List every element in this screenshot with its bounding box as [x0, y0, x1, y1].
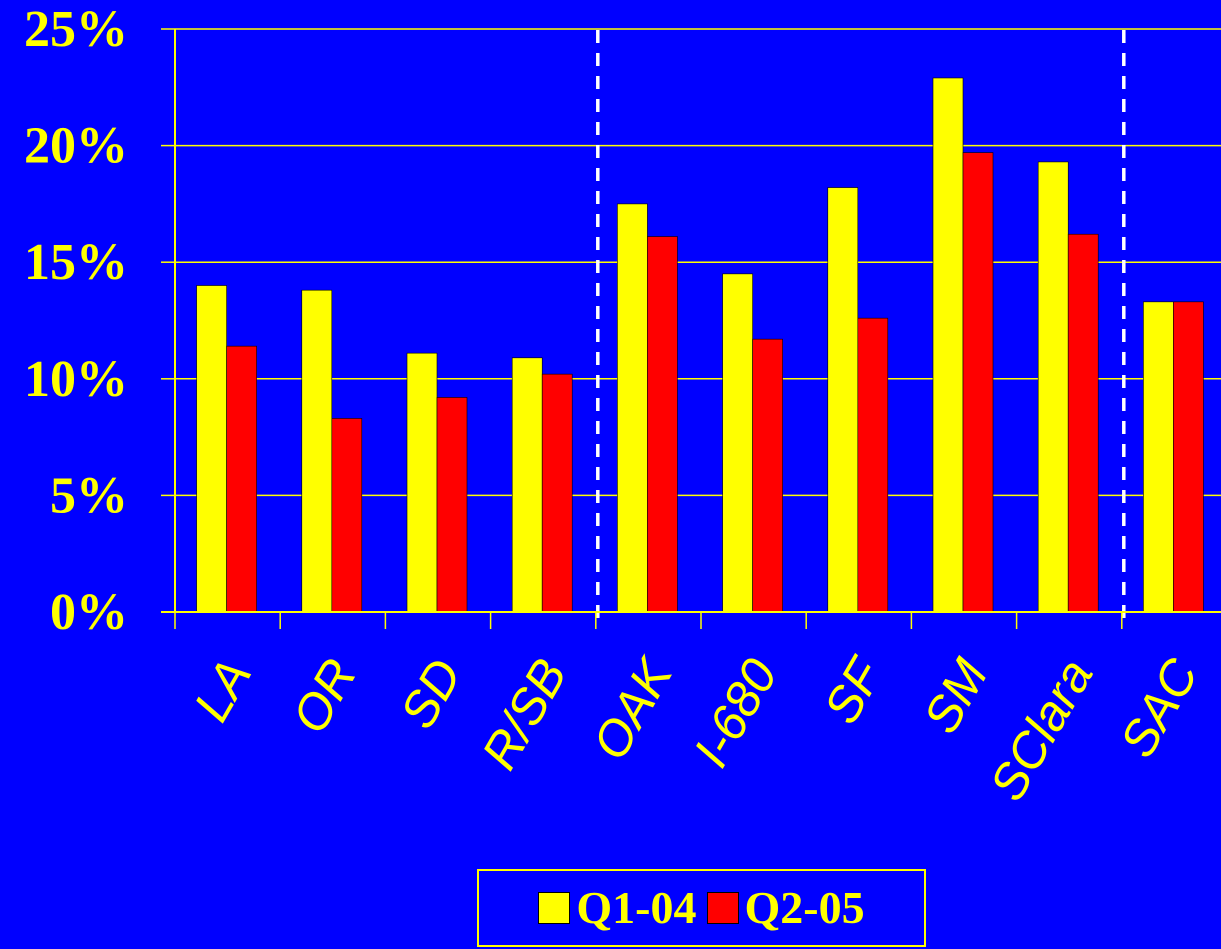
x-tick-label: OAK	[582, 647, 685, 769]
y-tick-label: 20%	[24, 118, 128, 175]
bar-q2-05-oak	[647, 236, 678, 613]
bar-q2-05-i680	[752, 338, 783, 613]
x-tick-label: R/SB	[471, 650, 578, 779]
bar-q1-04-rsb	[511, 357, 543, 613]
y-tick-labels: 0% 5% 10% 15% 20% 25%	[24, 1, 128, 641]
bar-q2-05-rsb	[541, 373, 573, 613]
bar-q2-05-sclara	[1067, 233, 1099, 613]
x-tick-label: SD	[389, 650, 472, 738]
axes	[161, 28, 1221, 629]
bar-q1-04-sac	[1143, 301, 1174, 613]
y-tick-label: 10%	[24, 351, 128, 408]
legend-item-q2-05: Q2-05	[706, 882, 865, 933]
x-tick-label: OR	[281, 650, 367, 743]
legend-label-q1-04: Q1-04	[576, 882, 697, 933]
x-tick-label: SM	[913, 649, 999, 742]
legend: Q1-04 Q2-05	[477, 869, 926, 947]
bar-q2-05-or	[331, 418, 363, 613]
bar-q2-05-sac	[1173, 301, 1204, 613]
y-tick-label: 15%	[24, 234, 128, 291]
y-tick-label: 5%	[50, 467, 128, 524]
bar-q2-05-sm	[962, 152, 994, 613]
y-tick-label: 0%	[50, 584, 128, 641]
bar-q1-04-sm	[932, 77, 964, 613]
x-tick-label: SAC	[1109, 649, 1209, 767]
bar-q2-05-sf	[857, 317, 889, 613]
bar-q1-04-oak	[617, 203, 648, 613]
bar-q1-04-i680	[722, 273, 753, 613]
legend-swatch-q2-05	[706, 892, 739, 924]
bar-series	[196, 77, 1204, 613]
legend-item-q1-04: Q1-04	[538, 882, 697, 933]
x-tick-label: SClara	[979, 650, 1104, 810]
y-tick-label: 25%	[24, 1, 128, 58]
bar-q1-04-sd	[406, 352, 438, 613]
region-dividers	[596, 30, 1126, 628]
legend-label-q2-05: Q2-05	[744, 882, 865, 933]
bar-q1-04-sclara	[1037, 161, 1069, 613]
bar-q1-04-la	[196, 285, 227, 613]
bar-q1-04-sf	[827, 187, 859, 613]
x-tick-label: I-680	[683, 649, 789, 776]
x-tick-label: LA	[183, 650, 262, 731]
bar-q2-05-sd	[436, 397, 468, 613]
bar-q1-04-or	[301, 289, 333, 613]
legend-swatch-q1-04	[538, 892, 571, 924]
bar-q2-05-la	[226, 345, 257, 613]
x-tick-label: SF	[813, 647, 895, 732]
